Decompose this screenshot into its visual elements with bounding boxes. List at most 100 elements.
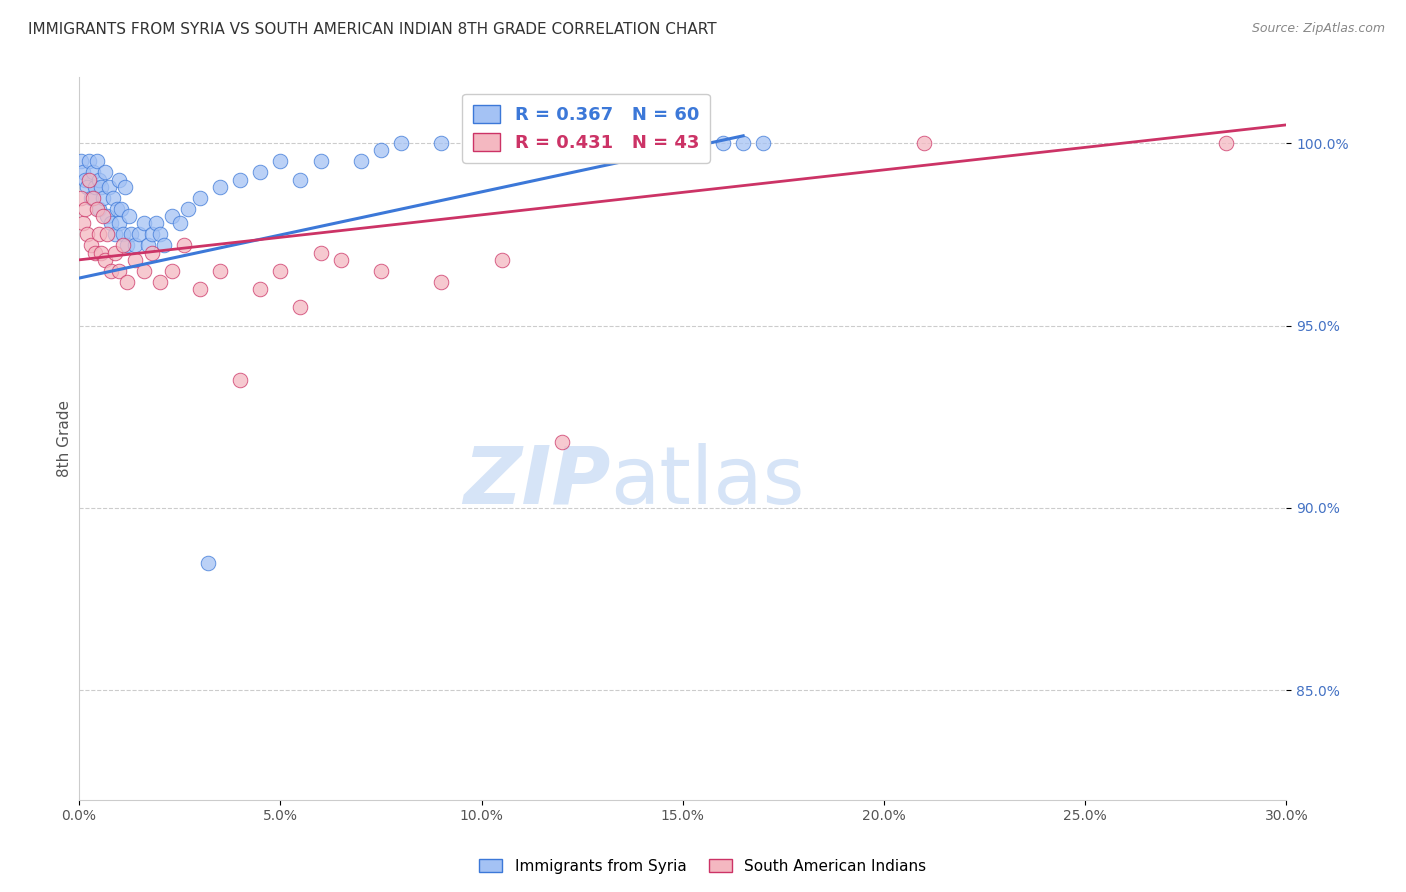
Legend: Immigrants from Syria, South American Indians: Immigrants from Syria, South American In… [474,853,932,880]
Point [90,180,112,194]
Point [72,165,94,179]
Point [89,172,111,186]
Point [631,136,654,150]
Point [90,245,112,260]
Point [370,144,392,158]
Point [114,180,136,194]
Point [309,154,332,169]
Point [108,172,131,186]
Point [491,252,513,267]
Point [551,435,574,450]
Point [117,275,139,289]
Text: IMMIGRANTS FROM SYRIA VS SOUTH AMERICAN INDIAN 8TH GRADE CORRELATION CHART: IMMIGRANTS FROM SYRIA VS SOUTH AMERICAN … [28,22,717,37]
Point [152,238,174,252]
Point [132,216,155,230]
Point [108,264,131,278]
Point [105,202,128,216]
Point [80,238,103,252]
Point [173,238,195,252]
Point [1215,136,1237,150]
Point [197,556,219,570]
Point [124,252,146,267]
Point [188,282,211,296]
Point [82,191,104,205]
Point [145,216,167,230]
Point [711,136,734,150]
Point [76,227,98,242]
Point [510,136,533,150]
Point [136,238,159,252]
Point [110,202,132,216]
Point [76,180,98,194]
Point [149,227,172,242]
Point [430,136,453,150]
Legend: R = 0.367   N = 60, R = 0.431   N = 43: R = 0.367 N = 60, R = 0.431 N = 43 [463,94,710,163]
Point [329,252,352,267]
Point [551,136,574,150]
Point [70,191,93,205]
Point [112,227,135,242]
Point [350,154,373,169]
Point [591,136,613,150]
Point [208,264,231,278]
Point [77,172,100,186]
Point [177,202,200,216]
Point [84,245,107,260]
Point [108,216,131,230]
Point [269,154,291,169]
Point [82,165,104,179]
Y-axis label: 8th Grade: 8th Grade [58,401,72,477]
Point [94,165,117,179]
Point [149,275,172,289]
Point [733,136,755,150]
Point [471,136,494,150]
Point [75,202,97,216]
Point [290,300,312,314]
Point [100,216,122,230]
Point [430,275,453,289]
Point [91,209,114,223]
Point [77,154,100,169]
Text: ZIP: ZIP [463,443,610,521]
Point [91,191,114,205]
Point [141,245,163,260]
Point [72,216,94,230]
Point [96,227,118,242]
Text: Source: ZipAtlas.com: Source: ZipAtlas.com [1251,22,1385,36]
Point [229,172,252,186]
Point [672,136,695,150]
Point [249,282,271,296]
Point [169,216,191,230]
Point [100,264,122,278]
Point [188,191,211,205]
Point [370,264,392,278]
Point [103,191,125,205]
Point [112,238,135,252]
Point [160,264,183,278]
Point [75,172,97,186]
Point [249,165,271,179]
Point [389,136,412,150]
Point [132,264,155,278]
Point [752,136,775,150]
Text: atlas: atlas [610,443,804,521]
Point [141,227,163,242]
Point [96,209,118,223]
Point [160,209,183,223]
Point [89,202,111,216]
Point [98,180,121,194]
Point [70,154,93,169]
Point [117,238,139,252]
Point [229,373,252,387]
Point [128,227,150,242]
Point [104,245,127,260]
Point [84,180,107,194]
Point [80,191,103,205]
Point [120,227,142,242]
Point [118,209,141,223]
Point [208,180,231,194]
Point [912,136,935,150]
Point [94,252,117,267]
Point [86,202,108,216]
Point [89,227,111,242]
